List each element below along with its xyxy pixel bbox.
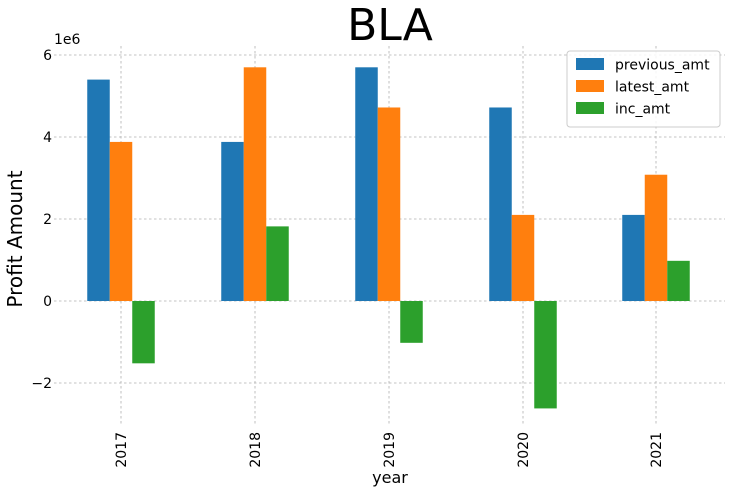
bar-latest_amt-2018 xyxy=(243,67,267,301)
bar-previous_amt-2019 xyxy=(355,67,378,301)
bar-previous_amt-2021 xyxy=(622,214,645,301)
legend-swatch-latest_amt xyxy=(576,80,604,92)
bar-previous_amt-2018 xyxy=(221,141,244,301)
x-tick-label: 2020 xyxy=(516,432,532,468)
bar-previous_amt-2017 xyxy=(87,79,110,301)
chart-title: BLA xyxy=(347,0,433,51)
legend-box xyxy=(566,50,721,128)
bar-inc_amt-2018 xyxy=(266,226,289,301)
x-tick-label: 2018 xyxy=(248,432,264,468)
bar-previous_amt-2020 xyxy=(489,107,512,301)
legend-label-previous_amt: previous_amt xyxy=(615,58,710,74)
legend-swatch-previous_amt xyxy=(576,58,604,70)
bar-latest_amt-2021 xyxy=(644,174,668,301)
x-axis-ticks: 2017 2018 2019 2020 2021 xyxy=(114,432,665,468)
bar-inc_amt-2017 xyxy=(132,301,155,364)
bars xyxy=(87,67,690,409)
y-tick-label: −2 xyxy=(31,376,52,392)
x-axis-label: year xyxy=(372,468,408,487)
x-tick-label: 2017 xyxy=(114,432,130,468)
y-tick-label: 4 xyxy=(43,130,52,146)
legend-label-inc_amt: inc_amt xyxy=(615,102,671,118)
legend: previous_amt latest_amt inc_amt xyxy=(566,50,721,128)
bar-latest_amt-2017 xyxy=(109,141,133,301)
y-axis-offset-label: 1e6 xyxy=(54,32,81,48)
legend-label-latest_amt: latest_amt xyxy=(615,80,690,96)
x-tick-label: 2019 xyxy=(382,432,398,468)
bar-inc_amt-2021 xyxy=(667,260,690,301)
y-tick-label: 2 xyxy=(43,212,52,228)
y-tick-label: 6 xyxy=(43,48,52,64)
legend-swatch-inc_amt xyxy=(576,102,604,114)
bar-inc_amt-2019 xyxy=(400,301,423,343)
x-tick-label: 2021 xyxy=(649,432,665,468)
y-axis-ticks: −2 0 2 4 6 xyxy=(31,48,52,392)
y-axis-label: Profit Amount xyxy=(3,170,27,307)
y-tick-label: 0 xyxy=(43,294,52,310)
bar-latest_amt-2020 xyxy=(511,214,535,301)
bar-inc_amt-2020 xyxy=(534,301,557,409)
bar-latest_amt-2019 xyxy=(377,107,401,301)
